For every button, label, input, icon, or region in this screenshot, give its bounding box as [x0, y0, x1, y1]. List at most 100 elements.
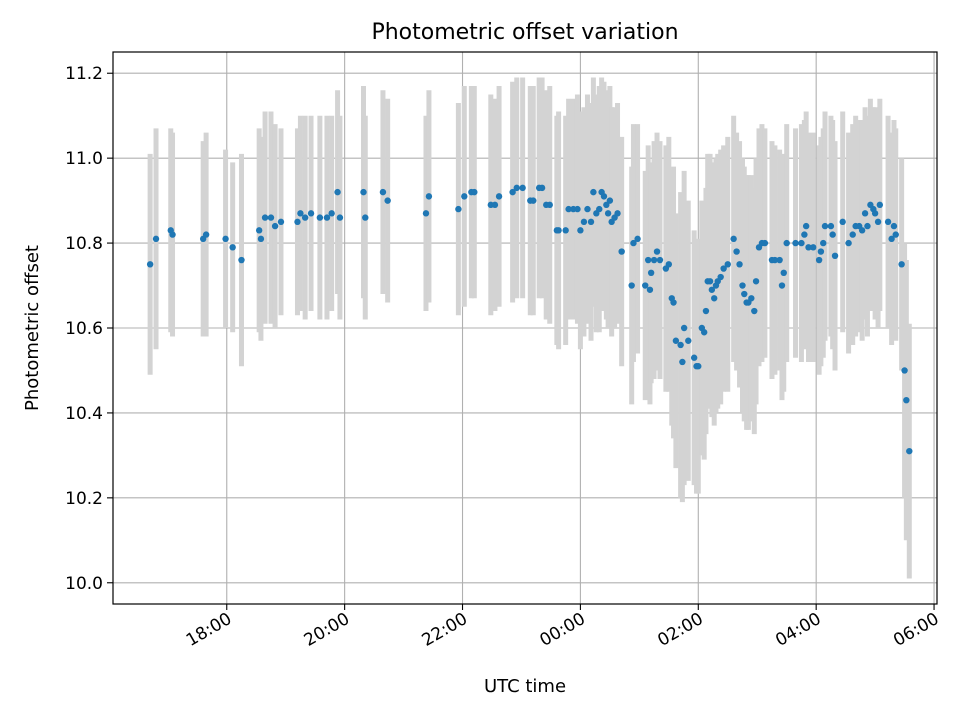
data-point — [717, 273, 724, 281]
data-point — [827, 222, 835, 230]
data-point — [801, 231, 808, 238]
data-point — [255, 227, 263, 234]
data-point — [776, 256, 783, 264]
data-point — [491, 201, 499, 209]
data-point — [821, 222, 829, 230]
data-point — [538, 184, 546, 192]
y-axis-ticks: 10.0 10.2 10.4 10.6 10.8 11.0 11.2 — [65, 64, 113, 594]
data-point — [604, 210, 612, 217]
data-point — [761, 239, 769, 247]
data-point — [702, 307, 710, 315]
data-point — [711, 295, 718, 302]
data-point — [820, 239, 827, 247]
data-point — [679, 358, 686, 366]
data-point — [906, 447, 913, 455]
data-point — [858, 227, 866, 234]
y-tick-label: 10.0 — [65, 574, 103, 594]
data-point — [238, 256, 245, 264]
data-point — [845, 239, 852, 247]
data-point — [831, 252, 839, 260]
data-point — [384, 197, 391, 204]
data-point — [690, 354, 698, 361]
data-point — [379, 188, 387, 196]
data-point — [277, 218, 285, 226]
data-point — [798, 239, 805, 247]
data-point — [328, 210, 335, 217]
data-point — [884, 218, 892, 226]
data-point — [720, 265, 727, 272]
data-point — [752, 278, 760, 285]
data-point — [261, 214, 269, 221]
data-point — [864, 222, 871, 230]
data-point — [360, 188, 367, 196]
data-point — [169, 231, 176, 238]
data-point — [647, 269, 655, 276]
data-point — [614, 210, 621, 217]
data-point — [792, 239, 799, 247]
data-point — [665, 261, 673, 268]
y-tick-label: 11.0 — [65, 149, 103, 169]
data-point — [706, 278, 714, 285]
data-point — [656, 256, 664, 264]
data-point — [780, 269, 787, 276]
data-point — [783, 239, 790, 247]
data-point — [839, 218, 846, 226]
data-point — [890, 222, 898, 230]
data-point — [751, 307, 758, 315]
data-point — [805, 244, 812, 251]
data-point — [901, 367, 908, 374]
data-point — [628, 282, 635, 289]
data-point — [425, 193, 433, 200]
data-point — [903, 396, 910, 404]
data-point — [555, 227, 562, 234]
data-point — [861, 210, 869, 217]
data-point — [577, 227, 584, 234]
data-point — [152, 235, 160, 243]
y-tick-label: 10.4 — [65, 404, 103, 424]
data-point — [815, 256, 823, 264]
data-point — [562, 227, 569, 234]
data-points — [146, 184, 913, 455]
data-point — [680, 324, 688, 332]
data-point — [336, 214, 344, 221]
data-point — [670, 299, 677, 306]
data-point — [471, 188, 478, 196]
data-point — [876, 201, 884, 209]
data-point — [898, 261, 905, 268]
data-point — [565, 205, 572, 213]
y-tick-label: 10.2 — [65, 489, 103, 509]
data-point — [618, 248, 625, 255]
data-point — [271, 222, 279, 230]
data-point — [817, 248, 825, 255]
data-point — [730, 235, 737, 243]
x-axis-label: UTC time — [484, 676, 566, 697]
data-point — [574, 205, 581, 213]
data-point — [297, 210, 304, 217]
data-point — [596, 205, 603, 213]
data-point — [323, 214, 331, 221]
data-point — [741, 290, 748, 298]
data-point — [590, 188, 597, 196]
data-point — [229, 244, 236, 251]
data-point — [603, 201, 610, 209]
data-point — [748, 295, 755, 302]
data-point — [580, 218, 588, 226]
data-point — [146, 261, 154, 268]
data-point — [653, 248, 661, 255]
data-point — [257, 235, 265, 243]
data-point — [519, 184, 526, 192]
data-point — [362, 214, 369, 221]
data-point — [724, 261, 731, 268]
data-point — [650, 256, 658, 264]
data-point — [455, 205, 462, 213]
data-point — [642, 282, 649, 289]
data-point — [422, 210, 430, 217]
y-tick-label: 10.6 — [65, 319, 103, 339]
data-point — [334, 188, 341, 196]
data-point — [461, 193, 468, 200]
data-point — [316, 214, 324, 221]
data-point — [634, 235, 641, 243]
y-axis-label: Photometric offset — [22, 245, 43, 411]
data-point — [829, 231, 836, 238]
